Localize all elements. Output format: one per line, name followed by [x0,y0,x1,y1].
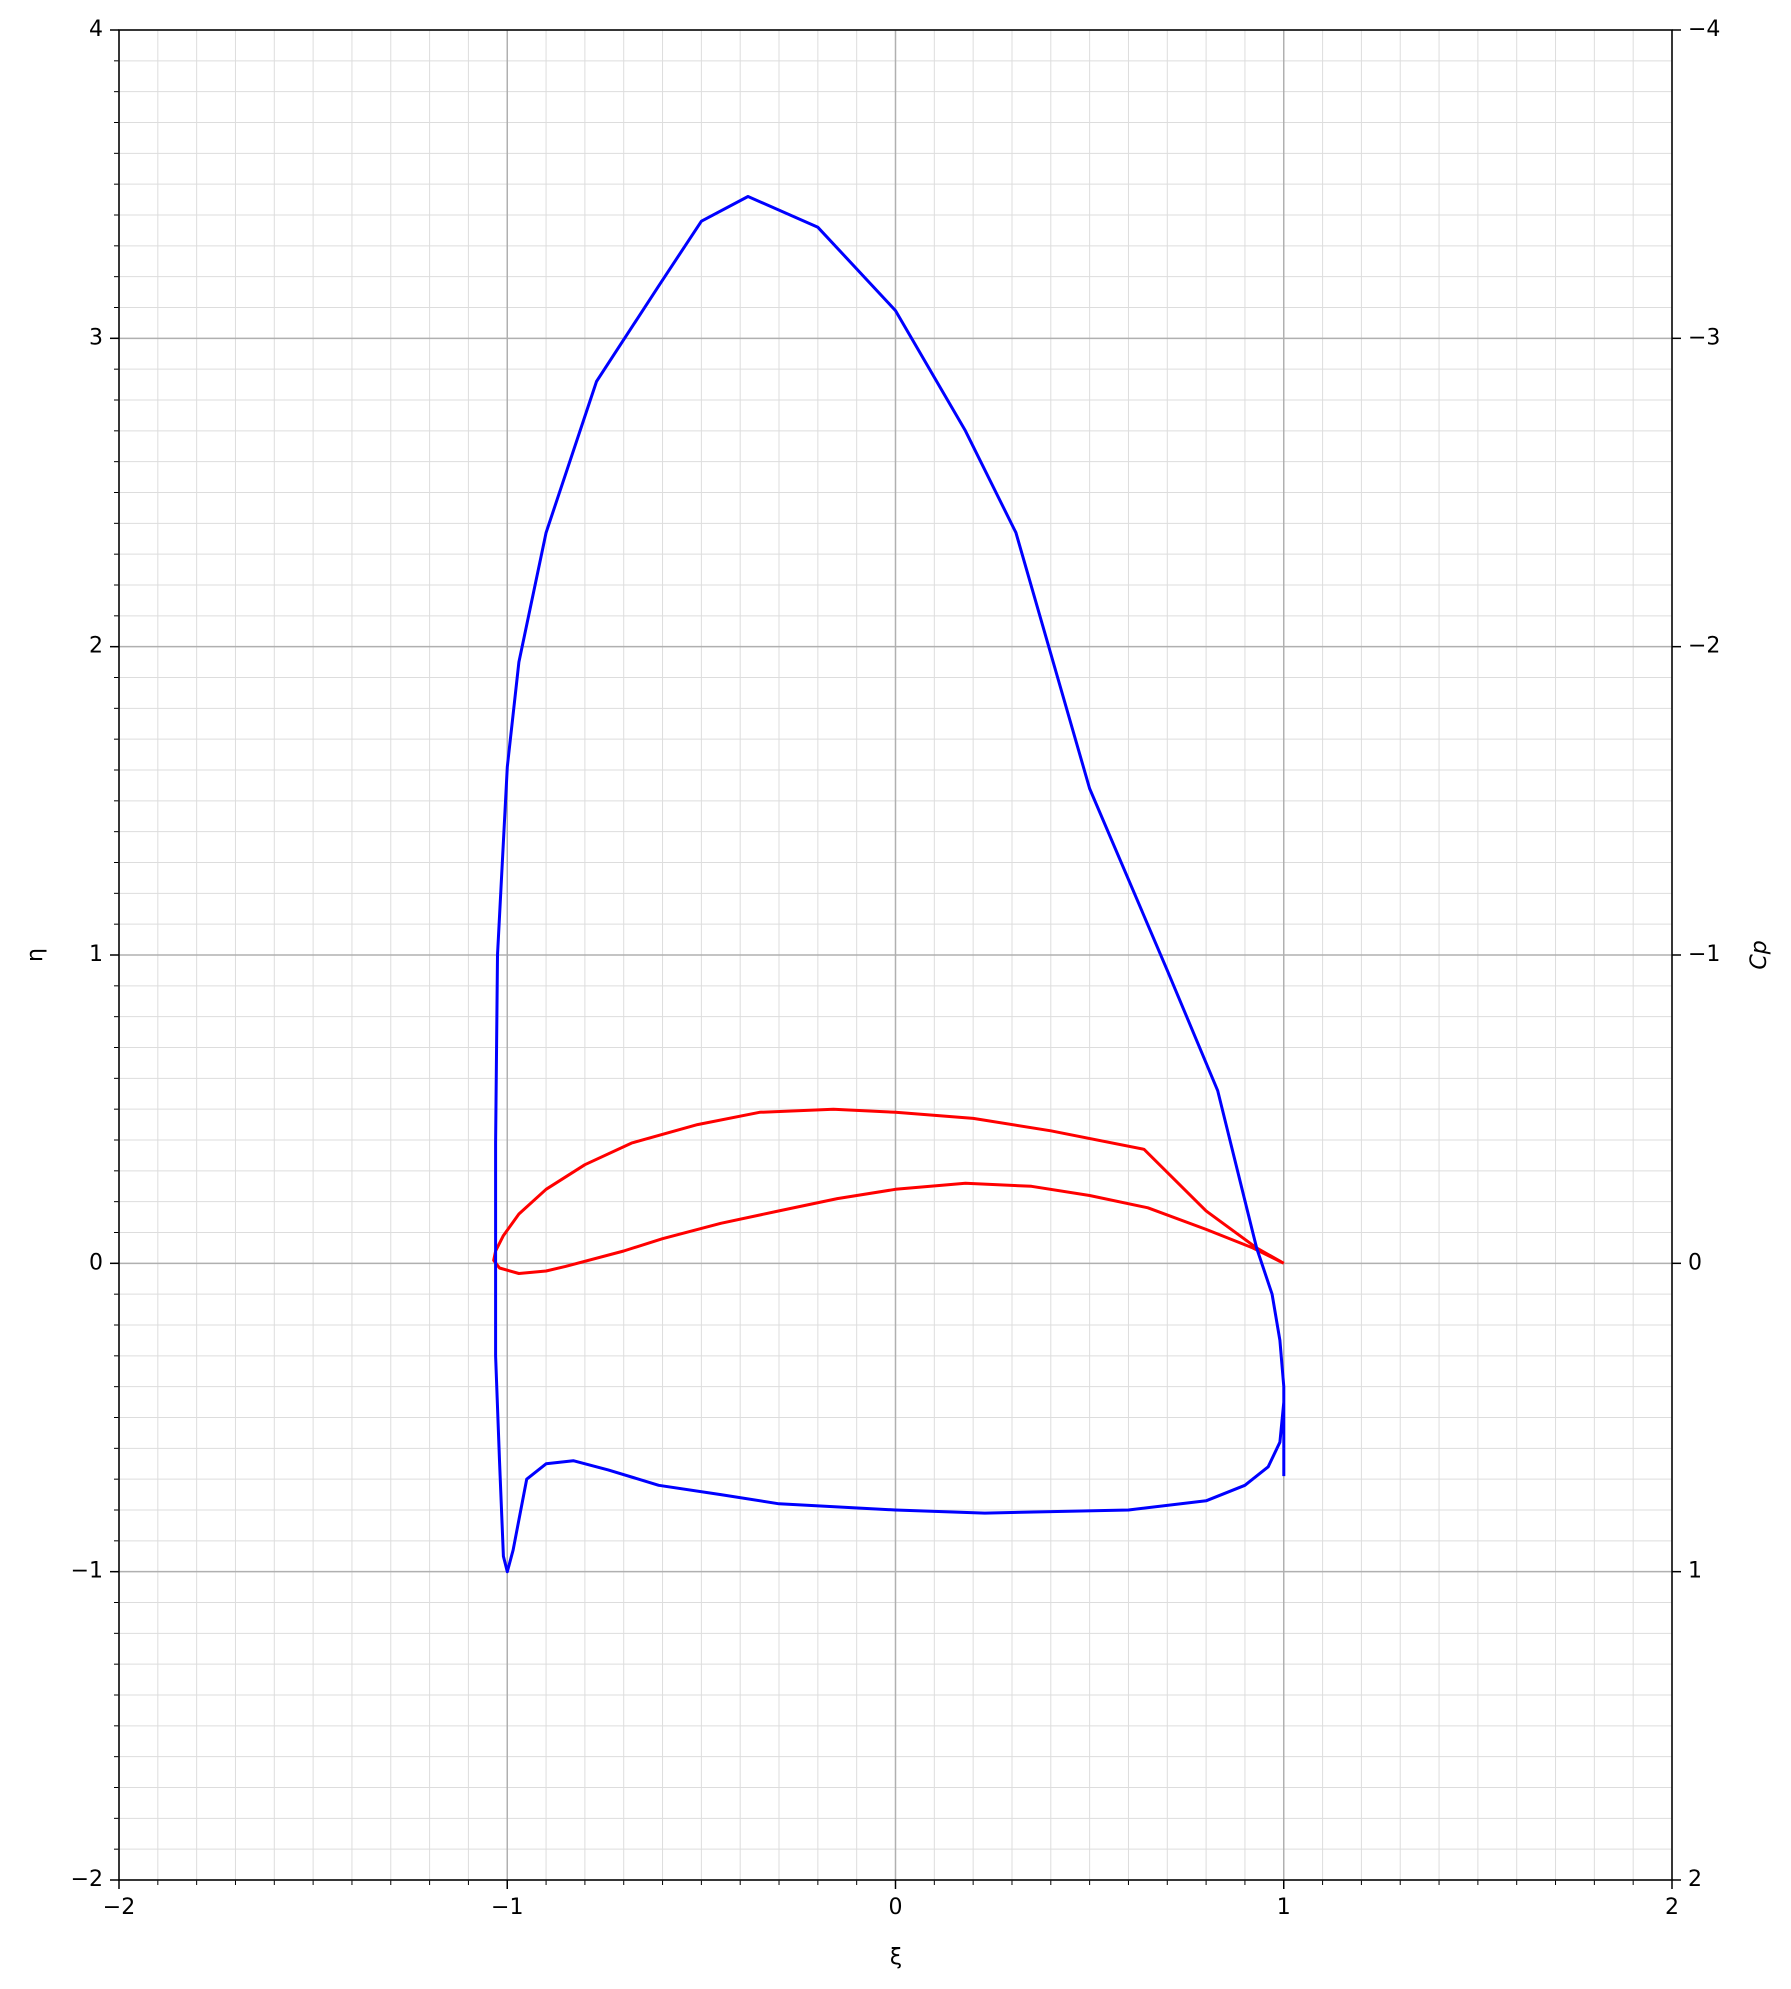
y-tick-label: 4 [89,17,103,42]
y-tick-label: 3 [89,325,103,350]
x-tick-label: 2 [1665,1895,1679,1920]
plot-frame [118,29,1673,1881]
x-axis-label: ξ [890,1945,902,1970]
x-tick-label: 1 [1277,1895,1291,1920]
y-tick-label: 1 [89,942,103,967]
y-tick-label: 0 [89,1250,103,1275]
y2-tick-label: 2 [1688,1867,1702,1892]
y2-tick-label: 1 [1688,1559,1702,1584]
series-line [494,195,1286,1574]
y2-tick-label: 0 [1688,1250,1702,1275]
y2-tick-label: −1 [1688,942,1720,967]
x-tick-label: −1 [491,1895,523,1920]
plot-area [492,195,1286,1574]
y-tick-label: −2 [71,1867,103,1892]
y2-tick-label: −4 [1688,17,1720,42]
y-tick-label: −1 [71,1559,103,1584]
y2-tick-label: −2 [1688,634,1720,659]
y2-tick-label: −3 [1688,325,1720,350]
y-tick-label: 2 [89,634,103,659]
y-axis-label: η [23,948,48,962]
x-tick-label: −2 [103,1895,135,1920]
x-tick-label: 0 [889,1895,903,1920]
y2-axis-label: Cp [1747,940,1772,969]
series-line [492,1107,1285,1275]
